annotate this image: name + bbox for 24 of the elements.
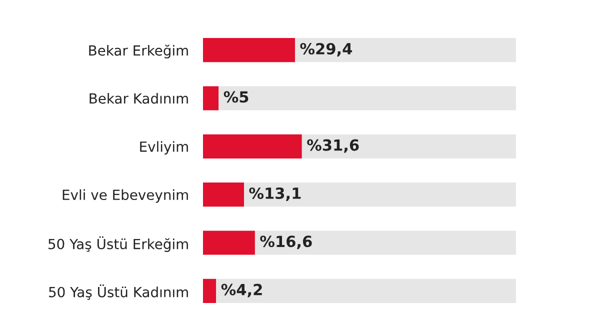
data-label: %31,6: [307, 139, 359, 153]
bar: [295, 38, 516, 62]
data-label: %16,6: [260, 236, 312, 250]
y-tick-label: Bekar Kadınım: [90, 92, 188, 104]
bar: [203, 134, 302, 158]
data-label: %13,1: [249, 187, 301, 201]
data-label: %29,4: [300, 42, 352, 56]
bar: [216, 278, 516, 303]
bar: [203, 230, 255, 255]
bar: [203, 38, 296, 62]
y-tick-label: Bekar Erkeğim: [89, 44, 188, 58]
bar: [244, 182, 516, 207]
bar: [254, 230, 516, 255]
bar: [302, 134, 516, 158]
y-tick-label: Evli ve Ebeveynim: [62, 189, 188, 203]
data-label: %5: [224, 91, 248, 103]
bar: [203, 182, 244, 207]
bar: [218, 86, 516, 110]
bar: [203, 278, 216, 303]
data-label: %4,2: [221, 284, 262, 298]
bar: [203, 86, 219, 110]
y-tick-label: Evliyim: [140, 141, 188, 155]
y-tick-label: 50 Yaş Üstü Erkeğim: [48, 236, 188, 252]
y-tick-label: 50 Yaş Üstü Kadınım: [49, 284, 188, 300]
